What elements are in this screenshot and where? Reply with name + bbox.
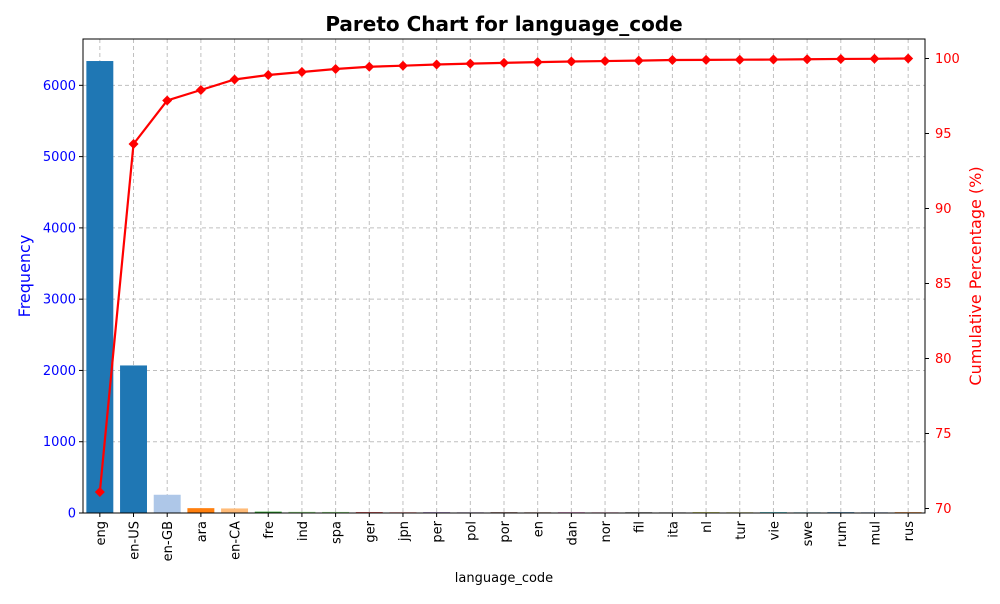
cumulative-point-ara <box>195 85 206 95</box>
cumulative-point-jpn <box>397 60 408 71</box>
y-tick-label: 4000 <box>43 221 76 236</box>
grid-layer <box>83 39 925 514</box>
x-tick-label: mul <box>868 521 883 546</box>
cumulative-point-nl <box>701 54 712 65</box>
x-tick-label: nl <box>700 521 715 533</box>
ticks-layer: 0 1000 2000 3000 4000 5000 6000 70 75 80 85 90 95 100… <box>43 52 960 561</box>
cumulative-point-en-CA <box>229 74 240 85</box>
x-tick-label: ara <box>195 521 210 542</box>
x-tick-label: en-CA <box>229 521 244 560</box>
y-tick-label: 6000 <box>43 79 76 94</box>
cumulative-point-spa <box>330 64 341 74</box>
bar-en-CA <box>221 508 249 513</box>
cumulative-point-ind <box>296 67 307 77</box>
cumulative-point-pol <box>465 58 476 69</box>
cumulative-point-en-GB <box>162 95 173 106</box>
cumulative-point-nor <box>600 56 611 67</box>
cumulative-point-swe <box>802 54 813 65</box>
bars-layer <box>86 61 922 513</box>
y-tick-label: 3000 <box>43 293 76 308</box>
cumulative-point-per <box>431 59 442 70</box>
bar-en-GB <box>153 494 181 513</box>
y2-tick-label: 100 <box>935 52 960 67</box>
x-tick-label: nor <box>599 520 614 542</box>
bar-spa <box>322 511 350 513</box>
y-tick-label: 2000 <box>43 364 76 379</box>
y-tick-label: 1000 <box>43 435 76 450</box>
bar-ara <box>187 508 215 513</box>
y2-tick-label: 75 <box>935 427 952 442</box>
y-axis-label: Frequency <box>15 235 34 318</box>
x-tick-label: tur <box>734 520 749 539</box>
cumulative-point-dan <box>566 56 577 67</box>
x-tick-label: swe <box>801 521 816 546</box>
x-tick-label: eng <box>94 521 109 546</box>
x-tick-label: fil <box>633 521 648 533</box>
y-tick-label: 5000 <box>43 150 76 165</box>
x-tick-label: ita <box>666 521 681 538</box>
cumulative-line-layer <box>94 53 914 497</box>
bar-eng <box>86 61 114 513</box>
cumulative-point-rum <box>835 53 846 64</box>
x-axis-label: language_code <box>455 571 553 586</box>
x-tick-label: en-US <box>128 521 143 560</box>
x-tick-label: en <box>532 521 547 537</box>
cumulative-point-ita <box>667 55 678 65</box>
y2-tick-label: 90 <box>935 202 952 217</box>
y-tick-label: 0 <box>68 507 76 522</box>
x-tick-label: rus <box>902 521 917 542</box>
y2-tick-label: 70 <box>935 502 952 517</box>
y2-tick-label: 95 <box>935 127 952 142</box>
x-tick-label: en-GB <box>161 521 176 561</box>
cumulative-point-fil <box>633 55 644 66</box>
cumulative-point-ger <box>364 61 375 72</box>
cumulative-point-tur <box>734 54 745 65</box>
cumulative-point-rus <box>903 53 914 64</box>
cumulative-point-en <box>532 57 543 68</box>
cumulative-point-vie <box>768 54 779 65</box>
bar-en-US <box>120 365 147 513</box>
x-tick-label: vie <box>767 521 782 540</box>
x-tick-label: per <box>431 520 446 542</box>
x-tick-label: pol <box>464 521 479 541</box>
x-tick-label: rum <box>835 521 850 547</box>
x-tick-label: spa <box>330 521 345 544</box>
cumulative-point-fre <box>263 70 274 80</box>
cumulative-point-en-US <box>128 139 139 149</box>
bar-ind <box>288 511 316 513</box>
x-tick-label: ger <box>363 520 378 542</box>
x-tick-label: dan <box>565 521 580 545</box>
chart-title: Pareto Chart for language_code <box>325 12 682 36</box>
x-tick-label: fre <box>262 521 277 539</box>
y2-tick-label: 80 <box>935 352 952 367</box>
cumulative-point-eng <box>94 487 105 497</box>
y2-axis-label: Cumulative Percentage (%) <box>966 166 985 385</box>
y2-tick-label: 85 <box>935 277 952 292</box>
cumulative-point-mul <box>869 53 880 64</box>
bar-fre <box>254 511 282 513</box>
x-tick-label: ind <box>296 521 311 541</box>
x-tick-label: jpn <box>397 521 412 542</box>
cumulative-point-por <box>499 57 509 68</box>
x-tick-label: por <box>498 520 513 542</box>
